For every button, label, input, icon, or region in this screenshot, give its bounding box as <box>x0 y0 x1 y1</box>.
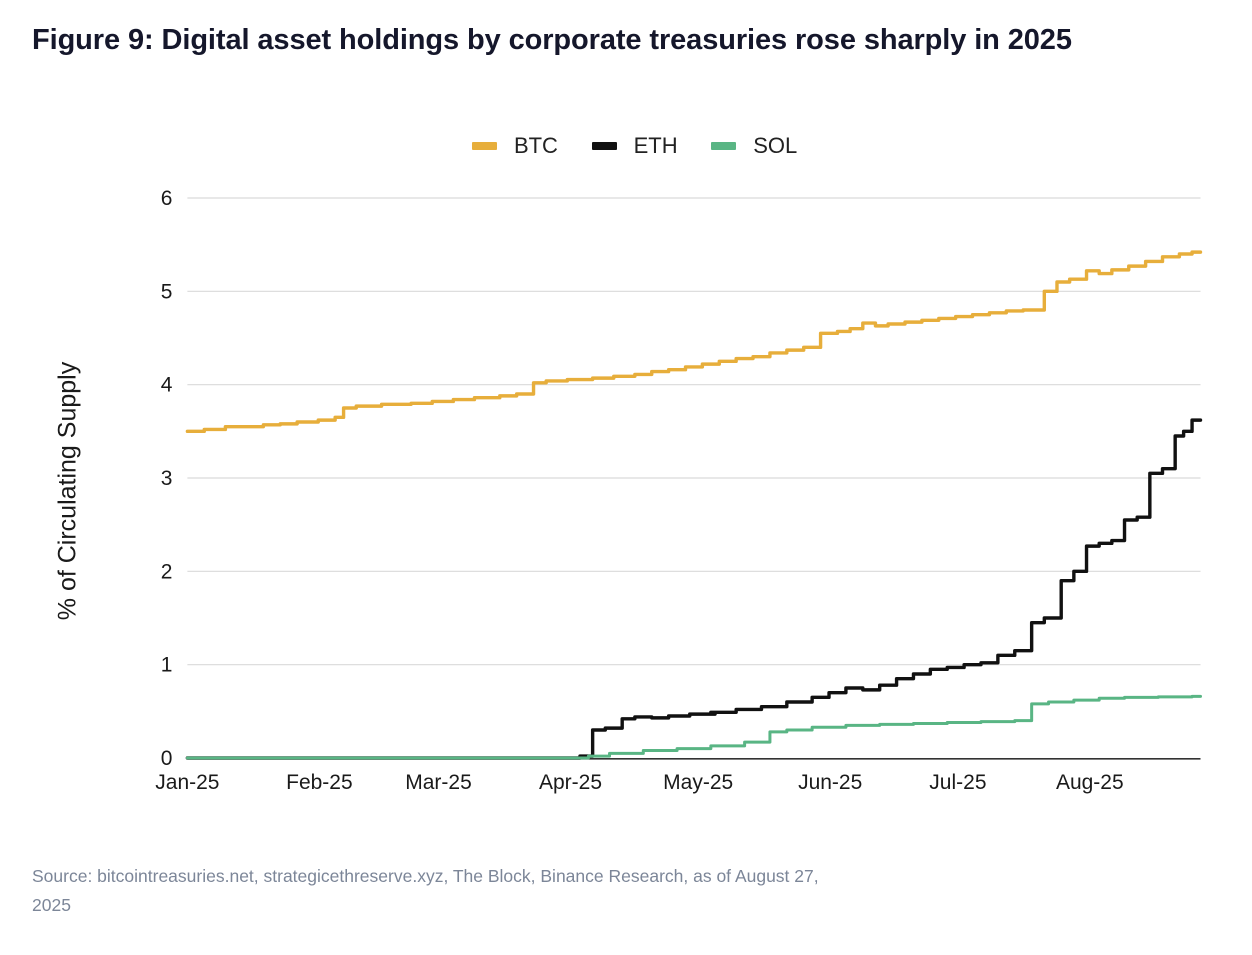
svg-text:Jan-25: Jan-25 <box>155 771 219 794</box>
svg-text:1: 1 <box>161 654 173 677</box>
svg-text:Aug-25: Aug-25 <box>1056 771 1124 794</box>
svg-text:5: 5 <box>161 280 173 303</box>
svg-text:Mar-25: Mar-25 <box>405 771 472 794</box>
svg-text:May-25: May-25 <box>663 771 733 794</box>
svg-text:Apr-25: Apr-25 <box>539 771 602 794</box>
svg-text:Jul-25: Jul-25 <box>929 771 986 794</box>
svg-text:4: 4 <box>161 374 173 397</box>
svg-text:Jun-25: Jun-25 <box>798 771 862 794</box>
svg-text:6: 6 <box>161 187 173 210</box>
svg-text:Feb-25: Feb-25 <box>286 771 353 794</box>
svg-text:2: 2 <box>161 560 173 583</box>
svg-text:0: 0 <box>161 747 173 770</box>
svg-text:3: 3 <box>161 467 173 490</box>
